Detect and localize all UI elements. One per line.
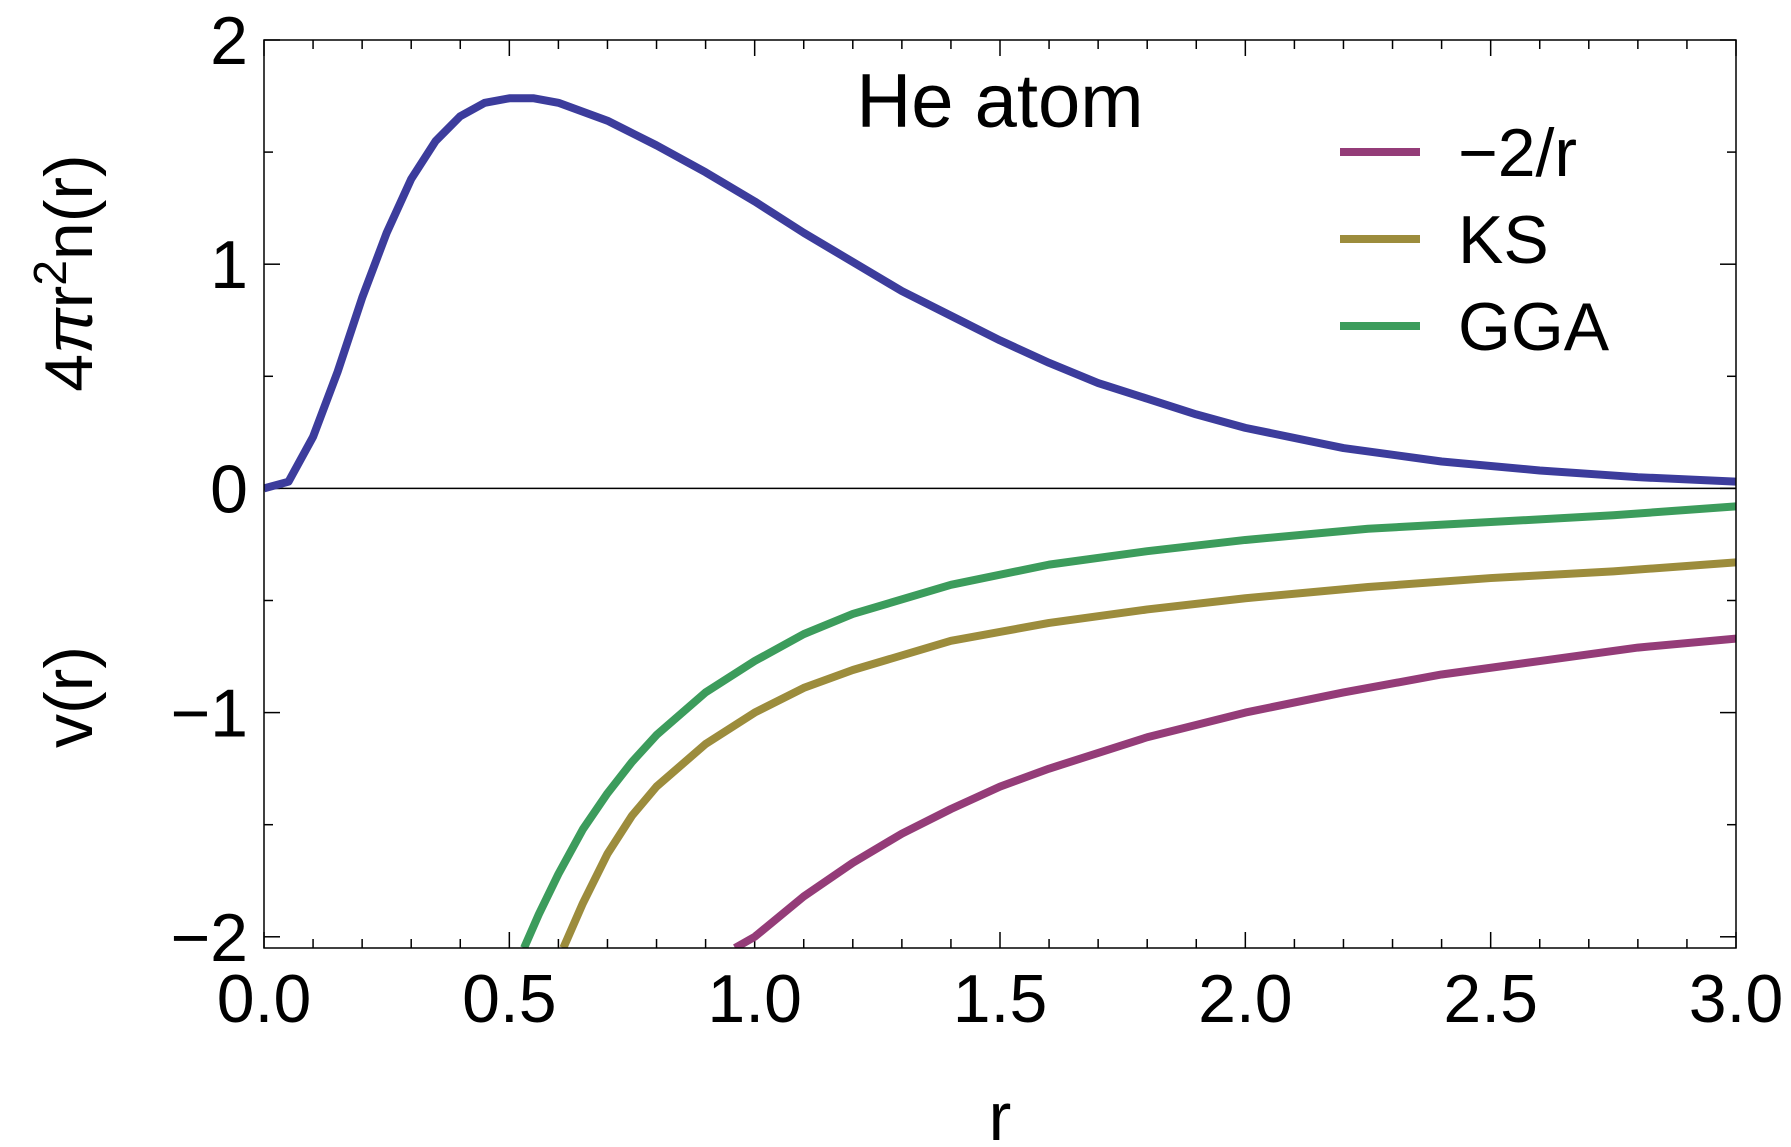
plot-frame: [263, 39, 1737, 949]
x-tick-label: 3.0: [1689, 961, 1784, 1037]
y-tick-label: −1: [170, 676, 248, 752]
series-line-1: [733, 634, 1736, 948]
y-tick-label: 2: [210, 3, 248, 79]
x-tick-label: 0.5: [462, 961, 557, 1037]
legend: −2/r KS GGA: [1340, 115, 1610, 365]
series-layer: [264, 94, 1736, 948]
x-tick-label: 1.5: [953, 961, 1048, 1037]
series-line-2: [559, 558, 1736, 948]
x-tick-label: 2.5: [1443, 961, 1538, 1037]
tick-labels: 0.0 0.5 1.0 1.5 2.0 2.5 3.0 2 1 0 −1 −2: [170, 3, 1783, 1037]
series-line-0: [264, 94, 1736, 493]
y-tick-label: 0: [210, 451, 248, 527]
legend-label: −2/r: [1458, 115, 1577, 191]
legend-label: KS: [1458, 202, 1549, 278]
annotation-he-atom: He atom: [856, 59, 1143, 144]
x-tick-label: 2.0: [1198, 961, 1293, 1037]
y-axis-label-lower: v(r): [31, 646, 107, 748]
y-tick-label: −2: [170, 900, 248, 976]
y-axis-label-upper: 4πr2n(r): [24, 154, 107, 391]
legend-label: GGA: [1458, 289, 1610, 365]
series-line-3: [520, 502, 1736, 948]
x-tick-label: 1.0: [707, 961, 802, 1037]
x-axis-label: r: [989, 1079, 1012, 1147]
x-tick-label: 0.0: [217, 961, 312, 1037]
y-tick-label: 1: [210, 227, 248, 303]
